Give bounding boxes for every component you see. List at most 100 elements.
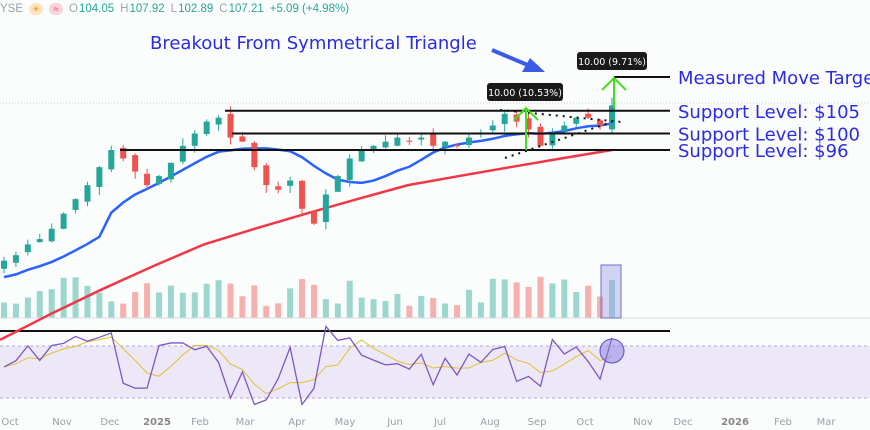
- candle: [489, 125, 496, 131]
- candle: [275, 186, 282, 190]
- candle: [120, 147, 127, 159]
- candle: [36, 239, 43, 243]
- candle: [418, 137, 425, 140]
- volume-bar: [179, 292, 186, 318]
- x-tick-label: Feb: [191, 417, 209, 428]
- volume-bar: [573, 291, 580, 318]
- volume-bar: [60, 277, 67, 318]
- candle: [239, 136, 246, 142]
- x-tick-label: Oct: [1, 417, 18, 428]
- x-tick-label: Mar: [817, 417, 837, 428]
- candle: [561, 125, 568, 132]
- high-label: H: [120, 3, 129, 15]
- volume-bar: [36, 291, 43, 318]
- volume-bar: [597, 296, 604, 318]
- measure-label-2: 10.00 (9.71%): [578, 57, 646, 68]
- close-label: C: [219, 3, 228, 15]
- candles: [1, 97, 615, 274]
- candle: [72, 199, 79, 210]
- volume-bar: [239, 296, 246, 318]
- low-label: L: [170, 3, 178, 15]
- candle: [1, 260, 7, 269]
- ma50-path: [3, 122, 613, 279]
- volume-bar: [525, 286, 532, 318]
- candle: [215, 117, 222, 125]
- volume-bar: [167, 285, 174, 318]
- x-tick-label: Aug: [480, 417, 500, 428]
- measure-box-1: 10.00 (10.53%): [487, 83, 563, 101]
- candle: [96, 167, 103, 187]
- blue-arrow: [491, 48, 545, 72]
- wave-icon[interactable]: ≈: [49, 3, 64, 15]
- candle: [251, 142, 258, 168]
- x-tick-label: Feb: [774, 417, 792, 428]
- candle: [167, 162, 174, 180]
- volume-bar: [251, 285, 258, 318]
- volume-bar: [263, 305, 270, 318]
- ma200-path: [0, 148, 613, 341]
- volume-bar: [501, 279, 508, 318]
- volume-bar: [430, 297, 437, 318]
- volume-bar: [24, 297, 31, 318]
- candle: [442, 141, 449, 147]
- candle: [24, 244, 31, 253]
- symbol: YSE: [0, 3, 24, 15]
- support-label: Support Level: $105: [678, 102, 860, 123]
- candle: [84, 185, 91, 202]
- sun-icon[interactable]: ☀: [29, 3, 44, 15]
- candle: [132, 155, 139, 172]
- volume-bar: [585, 285, 592, 318]
- support-label: Support Level: $96: [678, 141, 849, 162]
- candle: [322, 194, 329, 223]
- volume-bar: [370, 299, 377, 318]
- volume-highlight: [600, 264, 622, 319]
- volume-bar: [215, 280, 222, 318]
- rsi-pane: [0, 325, 870, 407]
- rsi-highlight-circle: [599, 338, 625, 364]
- ohlc-legend: YSE ☀ ≈ O104.05 H107.92 L102.89 C107.21 …: [0, 3, 349, 15]
- volume-bar: [299, 279, 306, 318]
- low-value: 102.89: [178, 3, 214, 15]
- volume-bar: [406, 305, 413, 318]
- x-tick-label: Dec: [100, 417, 119, 428]
- x-tick-label: Jun: [386, 417, 403, 428]
- volume-bar: [96, 292, 103, 318]
- volume-bar: [287, 288, 294, 318]
- measure-box-2: 10.00 (9.71%): [577, 52, 647, 70]
- title-annotation: Breakout From Symmetrical Triangle: [150, 33, 477, 54]
- volume-bar: [322, 299, 329, 318]
- candle: [12, 255, 19, 263]
- x-tick-label: 2026: [721, 417, 749, 428]
- candle: [203, 121, 210, 134]
- volume-bar: [132, 291, 139, 318]
- volume-bar: [465, 289, 472, 318]
- candle: [585, 113, 592, 118]
- volume-bar: [334, 303, 341, 318]
- rsi-band: [0, 346, 870, 398]
- candle: [263, 165, 270, 186]
- volume-bar: [382, 301, 389, 318]
- ma200-line: [0, 148, 613, 341]
- volume-bar: [144, 283, 151, 318]
- candle: [465, 137, 472, 146]
- rsi-line: [3, 325, 613, 407]
- candle: [346, 158, 353, 180]
- x-tick-label: Sep: [528, 417, 547, 428]
- candle: [454, 145, 461, 147]
- volume-bar: [477, 302, 484, 318]
- candle: [406, 140, 413, 142]
- volume-bar: [346, 280, 353, 318]
- candle: [287, 180, 294, 186]
- candle: [155, 176, 162, 184]
- volume-bar: [275, 303, 282, 318]
- volume-bar: [513, 282, 520, 318]
- candle: [334, 176, 341, 192]
- volume-bar: [120, 303, 127, 318]
- candle: [358, 150, 365, 162]
- volume-bar: [12, 303, 19, 318]
- candle: [144, 173, 151, 186]
- candle: [191, 133, 198, 146]
- x-tick-label: May: [335, 417, 356, 428]
